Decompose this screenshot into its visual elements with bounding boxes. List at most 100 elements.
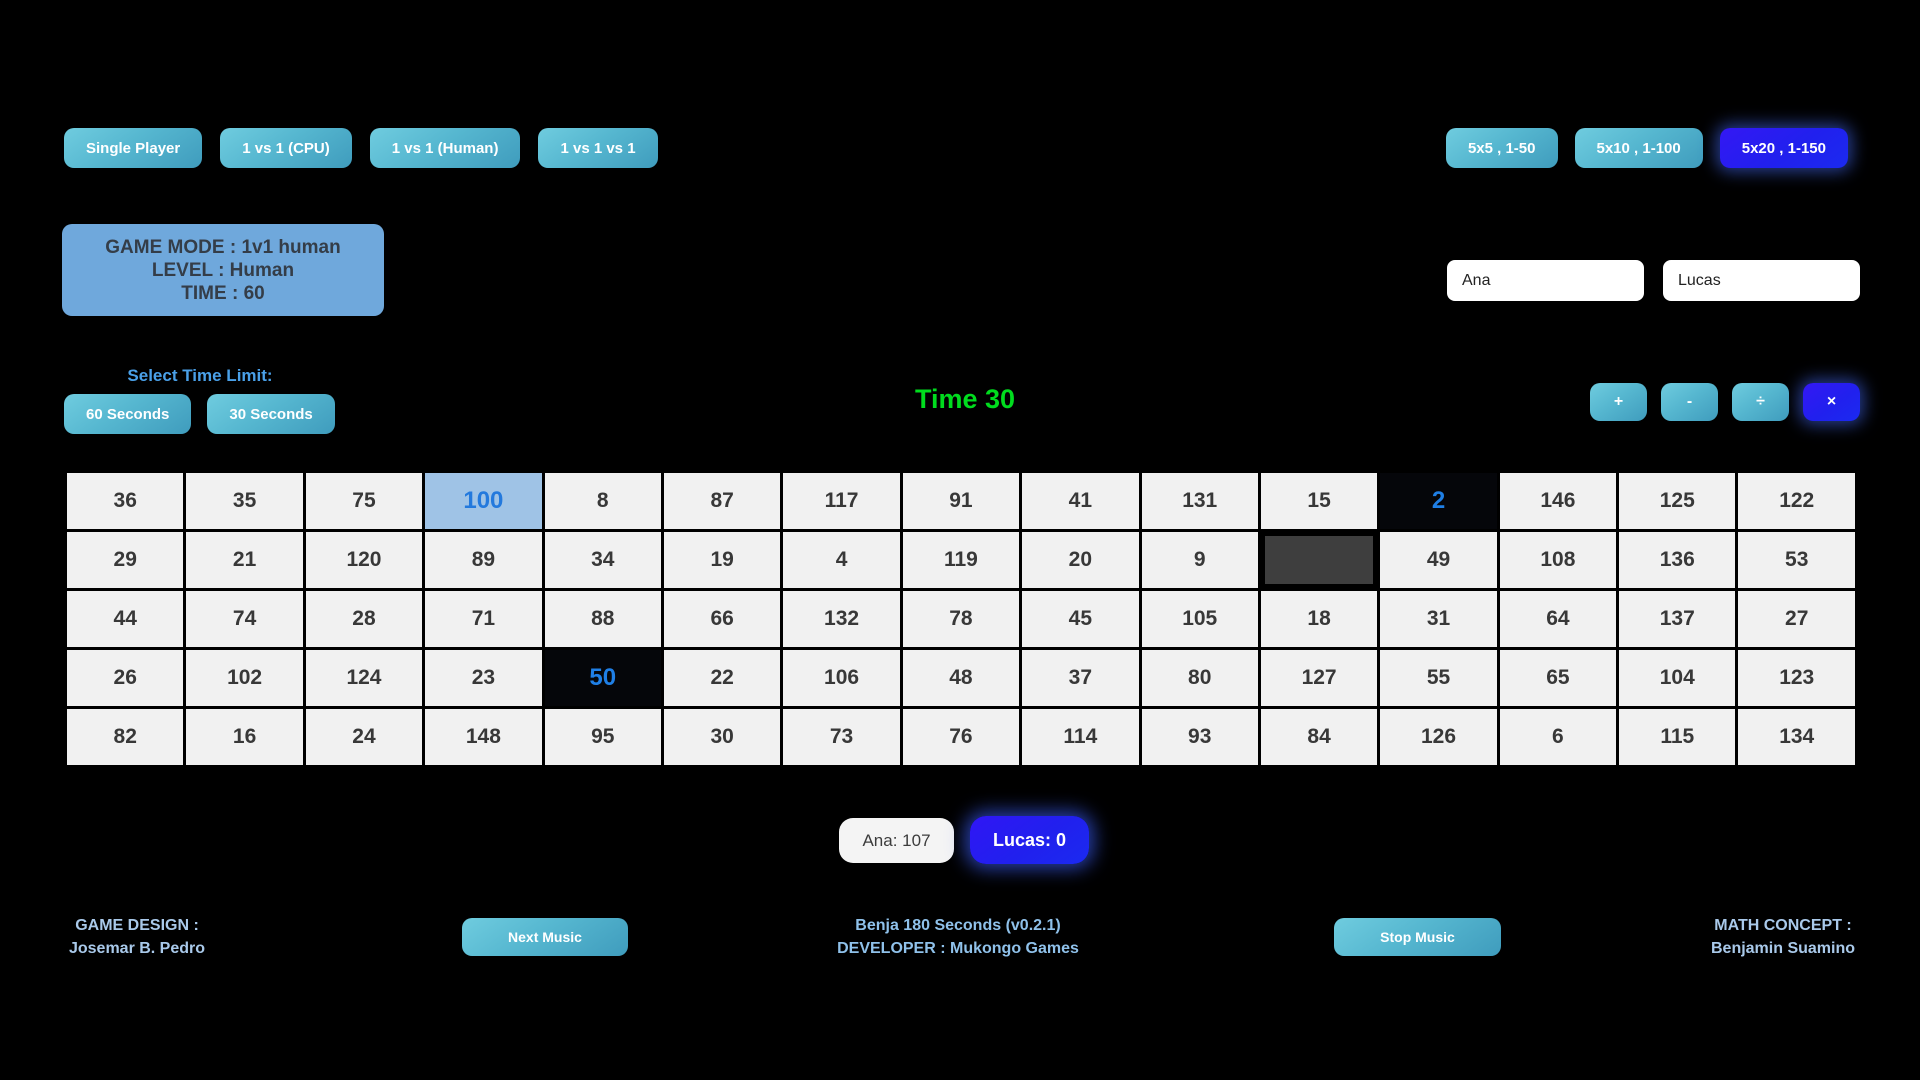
grid-cell-r2-c2[interactable]: 21 (183, 529, 306, 591)
grid-cell-r2-c15[interactable]: 53 (1735, 529, 1858, 591)
grid-cell-r4-c6[interactable]: 22 (660, 647, 784, 709)
size-button-5x5-1-50[interactable]: 5x5 , 1-50 (1445, 128, 1558, 168)
grid-cell-r4-c14[interactable]: 104 (1616, 647, 1739, 709)
grid-cell-r5-c4[interactable]: 148 (422, 706, 545, 768)
size-button-5x10-1-100[interactable]: 5x10 , 1-100 (1574, 128, 1703, 168)
grid-cell-r1-c5[interactable]: 8 (541, 470, 664, 532)
grid-cell-r4-c9[interactable]: 37 (1019, 647, 1142, 709)
grid-cell-r4-c7[interactable]: 106 (780, 647, 903, 709)
grid-cell-r2-c13[interactable]: 108 (1496, 529, 1620, 591)
grid-cell-r4-c5[interactable]: 50 (541, 647, 664, 709)
mode-button-single-player[interactable]: Single Player (64, 128, 203, 168)
grid-cell-r2-c4[interactable]: 89 (422, 529, 545, 591)
app-title-block: Benja 180 Seconds (v0.2.1) DEVELOPER : M… (758, 914, 1158, 960)
grid-cell-r5-c15[interactable]: 134 (1735, 706, 1858, 768)
grid-cell-r3-c10[interactable]: 105 (1138, 588, 1261, 650)
grid-cell-r3-c14[interactable]: 137 (1616, 588, 1739, 650)
grid-cell-r5-c3[interactable]: 24 (302, 706, 426, 768)
mode-button-1-vs-1-vs-1[interactable]: 1 vs 1 vs 1 (538, 128, 658, 168)
grid-cell-r3-c5[interactable]: 88 (541, 588, 664, 650)
stop-music-button[interactable]: Stop Music (1334, 918, 1501, 956)
grid-cell-r2-c10[interactable]: 9 (1138, 529, 1261, 591)
time-limit-label: Select Time Limit: (127, 366, 273, 385)
grid-cell-r3-c7[interactable]: 132 (780, 588, 903, 650)
grid-cell-r5-c10[interactable]: 93 (1138, 706, 1261, 768)
mode-button-1-vs-1-human[interactable]: 1 vs 1 (Human) (369, 128, 521, 168)
grid-cell-r3-c6[interactable]: 66 (660, 588, 784, 650)
board-size-buttons: 5x5 , 1-50 5x10 , 1-100 5x20 , 1-150 (1445, 128, 1848, 168)
grid-cell-r1-c15[interactable]: 122 (1735, 470, 1858, 532)
operator-button-plus[interactable]: + (1590, 383, 1647, 421)
grid-cell-r2-c9[interactable]: 20 (1019, 529, 1142, 591)
grid-cell-r5-c6[interactable]: 30 (660, 706, 784, 768)
grid-cell-r4-c12[interactable]: 55 (1377, 647, 1500, 709)
grid-cell-r2-c14[interactable]: 136 (1616, 529, 1739, 591)
grid-cell-r5-c13[interactable]: 6 (1496, 706, 1620, 768)
grid-cell-r5-c1[interactable]: 82 (63, 706, 187, 768)
grid-cell-r1-c10[interactable]: 131 (1138, 470, 1261, 532)
grid-cell-r2-c7[interactable]: 4 (780, 529, 903, 591)
game-time-text: TIME : 60 (181, 282, 265, 304)
grid-cell-r2-c1[interactable]: 29 (63, 529, 187, 591)
grid-cell-r1-c2[interactable]: 35 (183, 470, 306, 532)
player2-score-badge: Lucas: 0 (970, 816, 1089, 864)
mode-button-1-vs-1-cpu[interactable]: 1 vs 1 (CPU) (220, 128, 352, 168)
grid-cell-r3-c15[interactable]: 27 (1735, 588, 1858, 650)
grid-cell-r4-c8[interactable]: 48 (899, 647, 1023, 709)
grid-cell-r3-c12[interactable]: 31 (1377, 588, 1500, 650)
grid-cell-r2-c6[interactable]: 19 (660, 529, 784, 591)
player1-name-input[interactable] (1447, 260, 1644, 301)
grid-cell-r4-c15[interactable]: 123 (1735, 647, 1858, 709)
grid-cell-r2-c3[interactable]: 120 (302, 529, 426, 591)
time-button-60-seconds[interactable]: 60 Seconds (64, 394, 192, 434)
time-button-30-seconds[interactable]: 30 Seconds (207, 394, 335, 434)
grid-cell-r1-c1[interactable]: 36 (63, 470, 187, 532)
grid-cell-r4-c4[interactable]: 23 (422, 647, 545, 709)
grid-cell-r3-c4[interactable]: 71 (422, 588, 545, 650)
grid-row-5: 82 16 24 148 95 30 73 76 114 93 84 126 6 115 134 (63, 706, 1858, 768)
grid-cell-r1-c6[interactable]: 87 (660, 470, 784, 532)
grid-cell-r2-c5[interactable]: 34 (541, 529, 664, 591)
grid-cell-r2-c12[interactable]: 49 (1377, 529, 1500, 591)
grid-cell-r5-c9[interactable]: 114 (1019, 706, 1142, 768)
grid-cell-r5-c11[interactable]: 84 (1257, 706, 1381, 768)
grid-cell-r5-c12[interactable]: 126 (1377, 706, 1500, 768)
grid-cell-r1-c9[interactable]: 41 (1019, 470, 1142, 532)
grid-cell-r1-c7[interactable]: 117 (780, 470, 903, 532)
operator-button-minus[interactable]: - (1661, 383, 1718, 421)
grid-cell-r4-c3[interactable]: 124 (302, 647, 426, 709)
next-music-button[interactable]: Next Music (462, 918, 628, 956)
grid-cell-r4-c10[interactable]: 80 (1138, 647, 1261, 709)
grid-cell-r1-c14[interactable]: 125 (1616, 470, 1739, 532)
grid-cell-r5-c2[interactable]: 16 (183, 706, 306, 768)
grid-cell-r1-c12[interactable]: 2 (1377, 470, 1500, 532)
developer-credit: DEVELOPER : Mukongo Games (837, 940, 1079, 957)
grid-cell-r3-c1[interactable]: 44 (63, 588, 187, 650)
operator-button-divide[interactable]: ÷ (1732, 383, 1789, 421)
grid-cell-r3-c2[interactable]: 74 (183, 588, 306, 650)
grid-cell-r4-c1[interactable]: 26 (63, 647, 187, 709)
grid-cell-r1-c3[interactable]: 75 (302, 470, 426, 532)
grid-cell-r3-c8[interactable]: 78 (899, 588, 1023, 650)
grid-cell-r4-c11[interactable]: 127 (1257, 647, 1381, 709)
grid-cell-r5-c7[interactable]: 73 (780, 706, 903, 768)
grid-row-4: 26 102 124 23 50 22 106 48 37 80 127 55 65 104 123 (63, 647, 1858, 709)
grid-cell-r1-c11[interactable]: 15 (1257, 470, 1381, 532)
grid-cell-r5-c14[interactable]: 115 (1616, 706, 1739, 768)
grid-cell-r3-c11[interactable]: 18 (1257, 588, 1381, 650)
grid-cell-r5-c8[interactable]: 76 (899, 706, 1023, 768)
grid-cell-r3-c9[interactable]: 45 (1019, 588, 1142, 650)
grid-cell-r1-c13[interactable]: 146 (1496, 470, 1620, 532)
grid-cell-r4-c13[interactable]: 65 (1496, 647, 1620, 709)
size-button-5x20-1-150[interactable]: 5x20 , 1-150 (1719, 128, 1848, 168)
grid-cell-r4-c2[interactable]: 102 (183, 647, 306, 709)
grid-cell-r3-c13[interactable]: 64 (1496, 588, 1620, 650)
operator-button-multiply[interactable]: × (1803, 383, 1860, 421)
grid-cell-r1-c4[interactable]: 100 (422, 470, 545, 532)
grid-cell-r5-c5[interactable]: 95 (541, 706, 664, 768)
player2-name-input[interactable] (1663, 260, 1860, 301)
grid-cell-r1-c8[interactable]: 91 (899, 470, 1023, 532)
grid-cell-r2-c8[interactable]: 119 (899, 529, 1023, 591)
grid-cell-r3-c3[interactable]: 28 (302, 588, 426, 650)
